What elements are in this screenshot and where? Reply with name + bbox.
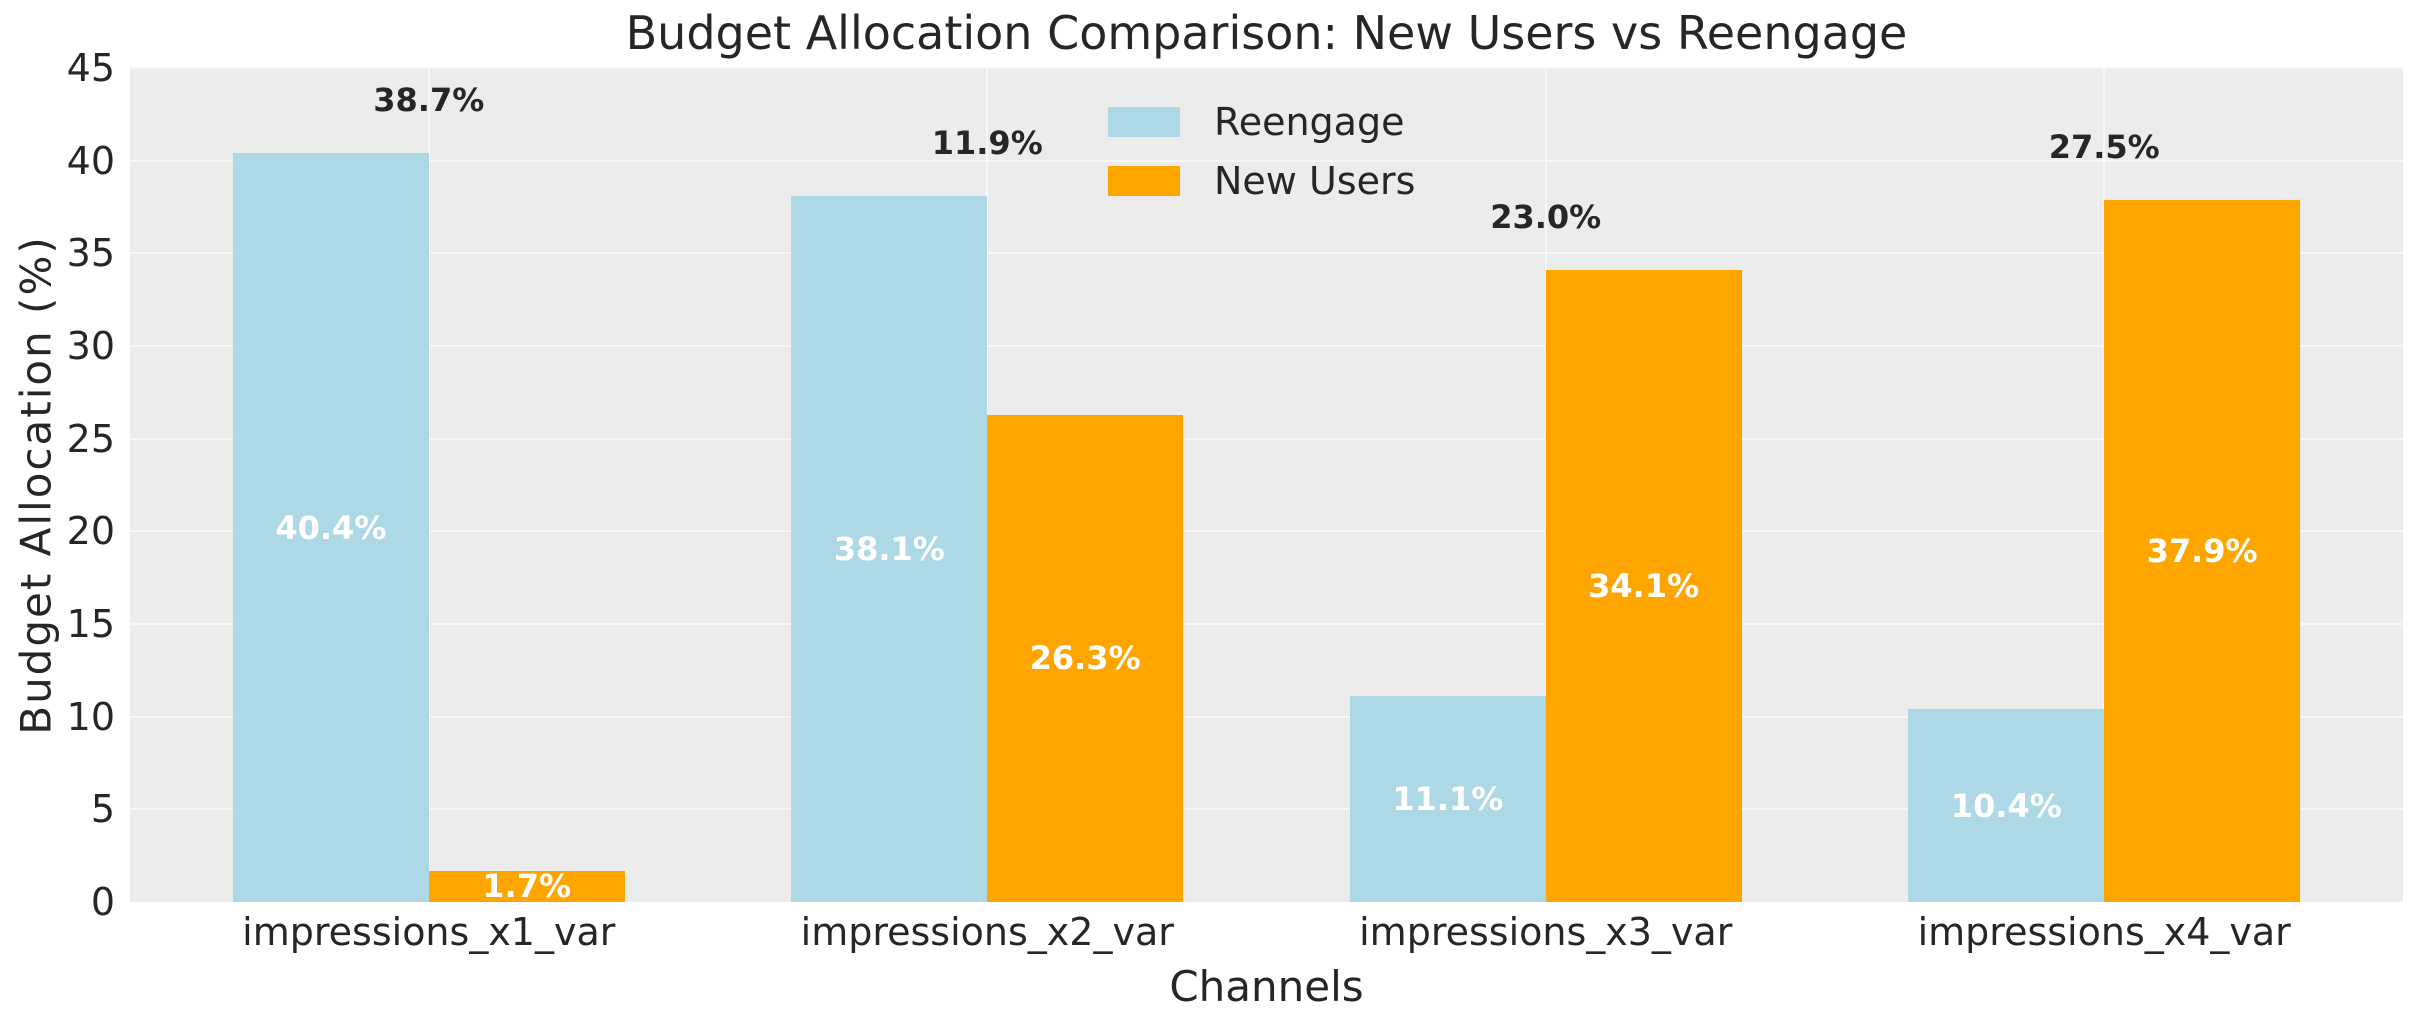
bar-reengage-impressions_x4_var: 10.4%	[1908, 709, 2105, 902]
legend-item-new-users: New Users	[1108, 151, 1415, 210]
bar-value-label: 11.1%	[1392, 780, 1504, 819]
bar-value-label: 37.9%	[2146, 531, 2258, 570]
x-tick-impressions_x2_var: impressions_x2_var	[800, 910, 1174, 954]
y-tick-45: 45	[66, 46, 115, 90]
legend: Reengage New Users	[1108, 92, 1415, 210]
x-tick-impressions_x3_var: impressions_x3_var	[1359, 910, 1733, 954]
chart-title: Budget Allocation Comparison: New Users …	[625, 6, 1908, 60]
bar-new-users-impressions_x4_var: 37.9%	[2104, 199, 2300, 902]
bar-value-label: 34.1%	[1588, 567, 1700, 605]
gridline-x-impressions_x1_var	[427, 68, 430, 902]
bar-new-users-impressions_x1_var: 1.7%	[428, 867, 625, 906]
bar-group-impressions_x4_var: 10.4% 37.9% 27.5%	[1825, 68, 2383, 902]
y-tick-30: 30	[66, 324, 115, 369]
bar-group-impressions_x1_var: 40.4% 1.7% 38.7%	[150, 68, 708, 902]
legend-label-new-users: New Users	[1214, 158, 1416, 203]
diff-annotation-impressions_x3_var: 23.0%	[1490, 198, 1602, 237]
gridline-y-30	[130, 345, 2403, 348]
bar-group-impressions_x2_var: 38.1% 26.3% 11.9%	[708, 68, 1266, 902]
legend-swatch-new-users	[1108, 165, 1180, 196]
gridline-y-5	[130, 808, 2403, 811]
bar-value-label: 10.4%	[1950, 786, 2062, 825]
y-axis-ticks: 0 5 10 15 20 25 30 35 40 45	[0, 49, 115, 921]
x-axis-ticks: impressions_x1_var impressions_x2_var impr…	[130, 910, 2403, 964]
bar-reengage-impressions_x2_var: 38.1%	[791, 195, 988, 902]
y-tick-5: 5	[90, 787, 115, 832]
y-tick-10: 10	[66, 694, 115, 739]
bar-group-impressions_x3_var: 11.1% 34.1% 23.0%	[1267, 68, 1825, 902]
y-tick-20: 20	[66, 509, 115, 554]
bar-reengage-impressions_x3_var: 11.1%	[1349, 696, 1546, 902]
bar-new-users-impressions_x3_var: 34.1%	[1545, 270, 1742, 902]
gridline-y-15	[130, 623, 2403, 626]
x-tick-impressions_x1_var: impressions_x1_var	[242, 910, 616, 954]
gridline-y-20	[130, 530, 2403, 533]
bar-value-label: 1.7%	[482, 867, 572, 906]
gridline-y-35	[130, 252, 2403, 255]
y-tick-15: 15	[66, 602, 115, 647]
diff-annotation-impressions_x4_var: 27.5%	[2048, 127, 2160, 166]
y-tick-40: 40	[66, 138, 115, 183]
bar-value-label: 38.1%	[833, 529, 945, 568]
bar-reengage-impressions_x1_var: 40.4%	[232, 153, 429, 902]
legend-item-reengage: Reengage	[1108, 92, 1415, 151]
legend-swatch-reengage	[1108, 106, 1180, 137]
bar-new-users-impressions_x2_var: 26.3%	[987, 414, 1184, 902]
y-tick-25: 25	[66, 416, 115, 461]
bar-value-label: 40.4%	[275, 508, 387, 547]
x-axis-label: Channels	[1169, 962, 1364, 1011]
legend-label-reengage: Reengage	[1214, 99, 1405, 144]
diff-annotation-impressions_x1_var: 38.7%	[373, 81, 485, 120]
x-tick-impressions_x4_var: impressions_x4_var	[1917, 910, 2291, 954]
plot-area: 40.4% 1.7% 38.7% 38.1% 26.3% 11.9% 11.1% 34.1% 2…	[130, 67, 2403, 902]
bar-value-label: 26.3%	[1029, 639, 1141, 678]
y-tick-0: 0	[90, 880, 115, 924]
gridline-y-10	[130, 715, 2403, 718]
gridline-y-40	[130, 159, 2403, 162]
y-tick-35: 35	[66, 231, 115, 276]
gridline-y-45	[130, 67, 2403, 69]
diff-annotation-impressions_x2_var: 11.9%	[931, 124, 1043, 163]
gridline-y-25	[130, 437, 2403, 440]
